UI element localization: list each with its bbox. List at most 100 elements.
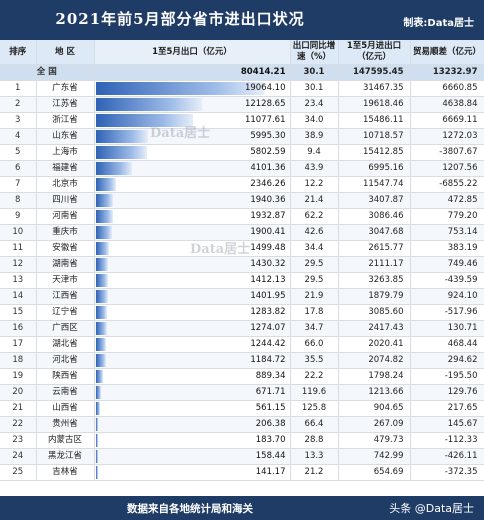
total-cell: 742.99 bbox=[338, 448, 411, 465]
rank-cell: 15 bbox=[0, 304, 37, 321]
growth-cell: 66.4 bbox=[290, 416, 339, 433]
region-cell: 陕西省 bbox=[36, 368, 95, 385]
balance-cell: 294.62 bbox=[410, 352, 484, 369]
region-cell: 吉林省 bbox=[36, 464, 95, 481]
region-cell: 山东省 bbox=[36, 128, 95, 145]
table-row: 5 上海市 5802.59 9.4 15412.85 -3807.67 bbox=[0, 144, 484, 161]
table-row: 11 安徽省 1499.48 34.4 2615.77 383.19 bbox=[0, 240, 484, 257]
col-header-total: 1至5月进出口（亿元） bbox=[338, 40, 411, 65]
total-cell: 19618.46 bbox=[338, 96, 411, 113]
export-bar bbox=[95, 370, 104, 383]
region-cell: 重庆市 bbox=[36, 224, 95, 241]
growth-cell: 42.6 bbox=[290, 224, 339, 241]
table-row: 9 河南省 1932.87 62.2 3086.46 779.20 bbox=[0, 208, 484, 225]
export-value: 1244.42 bbox=[250, 339, 286, 349]
region-cell: 河北省 bbox=[36, 352, 95, 369]
export-value: 1499.48 bbox=[250, 243, 286, 253]
balance-cell: 6660.85 bbox=[410, 80, 484, 97]
rank-cell: 24 bbox=[0, 448, 37, 465]
growth-cell: 13.3 bbox=[290, 448, 339, 465]
growth-cell: 38.9 bbox=[290, 128, 339, 145]
export-bar bbox=[95, 338, 107, 351]
export-value: 4101.36 bbox=[250, 163, 286, 173]
col-header-rank: 排序 bbox=[0, 40, 37, 65]
growth-cell: 28.8 bbox=[290, 432, 339, 449]
export-cell: 183.70 bbox=[94, 432, 291, 449]
export-bar bbox=[95, 114, 194, 127]
growth-cell: 35.5 bbox=[290, 352, 339, 369]
growth-cell: 30.1 bbox=[290, 80, 339, 97]
table-row: 24 黑龙江省 158.44 13.3 742.99 -426.11 bbox=[0, 448, 484, 465]
region-cell: 北京市 bbox=[36, 176, 95, 193]
table-row: 16 广西区 1274.07 34.7 2417.43 130.71 bbox=[0, 320, 484, 337]
region-cell: 天津市 bbox=[36, 272, 95, 289]
export-bar bbox=[95, 194, 113, 207]
export-value: 141.17 bbox=[255, 467, 286, 477]
export-bar bbox=[95, 418, 98, 431]
table-header-row: 排序 地 区 1至5月出口（亿元） 出口同比增速（%） 1至5月进出口（亿元） … bbox=[0, 40, 484, 65]
rank-cell: 1 bbox=[0, 80, 37, 97]
table-row: 4 山东省 5995.30 38.9 10718.57 1272.03 bbox=[0, 128, 484, 145]
balance-cell: 1272.03 bbox=[410, 128, 484, 145]
export-value: 1430.32 bbox=[250, 259, 286, 269]
total-cell: 11547.74 bbox=[338, 176, 411, 193]
export-value: 1932.87 bbox=[250, 211, 286, 221]
growth-cell: 29.5 bbox=[290, 256, 339, 273]
growth-cell: 9.4 bbox=[290, 144, 339, 161]
rank-cell: 5 bbox=[0, 144, 37, 161]
table-row: 14 江西省 1401.95 21.9 1879.79 924.10 bbox=[0, 288, 484, 305]
rank-cell: 6 bbox=[0, 160, 37, 177]
total-cell: 2417.43 bbox=[338, 320, 411, 337]
balance-cell: -195.50 bbox=[410, 368, 484, 385]
total-cell: 267.09 bbox=[338, 416, 411, 433]
export-cell: 561.15 bbox=[94, 400, 291, 417]
export-cell: 1940.36 bbox=[94, 192, 291, 209]
export-value: 1184.72 bbox=[250, 355, 286, 365]
rank-cell: 14 bbox=[0, 288, 37, 305]
table-row: 22 贵州省 206.38 66.4 267.09 145.67 bbox=[0, 416, 484, 433]
rank-cell: 11 bbox=[0, 240, 37, 257]
export-bar bbox=[95, 98, 203, 111]
table-row: 19 陕西省 889.34 22.2 1798.24 -195.50 bbox=[0, 368, 484, 385]
balance-cell: 130.71 bbox=[410, 320, 484, 337]
col-header-export: 1至5月出口（亿元） bbox=[94, 40, 291, 65]
table-row: 10 重庆市 1900.41 42.6 3047.68 753.14 bbox=[0, 224, 484, 241]
growth-cell: 12.2 bbox=[290, 176, 339, 193]
export-value: 183.70 bbox=[255, 435, 286, 445]
footer-bar: 数据来自各地统计局和海关 头条 @Data居士 bbox=[0, 496, 484, 520]
region-cell: 江苏省 bbox=[36, 96, 95, 113]
growth-cell: 21.9 bbox=[290, 288, 339, 305]
region-cell: 河南省 bbox=[36, 208, 95, 225]
balance-cell: 753.14 bbox=[410, 224, 484, 241]
rank-cell: 12 bbox=[0, 256, 37, 273]
trade-table: 排序 地 区 1至5月出口（亿元） 出口同比增速（%） 1至5月进出口（亿元） … bbox=[0, 40, 484, 481]
export-cell: 889.34 bbox=[94, 368, 291, 385]
table-row: 12 湖南省 1430.32 29.5 2111.17 749.46 bbox=[0, 256, 484, 273]
export-bar bbox=[95, 82, 264, 95]
table-row: 6 福建省 4101.36 43.9 6995.16 1207.56 bbox=[0, 160, 484, 177]
export-bar bbox=[95, 402, 101, 415]
total-balance: 13232.97 bbox=[410, 64, 484, 81]
balance-cell: 1207.56 bbox=[410, 160, 484, 177]
table-row: 8 四川省 1940.36 21.4 3407.87 472.85 bbox=[0, 192, 484, 209]
total-export: 80414.21 bbox=[94, 64, 291, 81]
rank-cell: 7 bbox=[0, 176, 37, 193]
export-value: 671.71 bbox=[255, 387, 286, 397]
table-row: 3 浙江省 11077.61 34.0 15486.11 6669.11 bbox=[0, 112, 484, 129]
total-trade: 147595.45 bbox=[338, 64, 411, 81]
rank-cell: 9 bbox=[0, 208, 37, 225]
export-value: 11077.61 bbox=[244, 115, 286, 125]
export-cell: 1283.82 bbox=[94, 304, 291, 321]
table-row: 2 江苏省 12128.65 23.4 19618.46 4638.84 bbox=[0, 96, 484, 113]
total-cell: 3085.60 bbox=[338, 304, 411, 321]
maker-credit: 制表:Data居士 bbox=[403, 18, 474, 29]
export-bar bbox=[95, 226, 113, 239]
total-cell: 2111.17 bbox=[338, 256, 411, 273]
source-note: 数据来自各地统计局和海关 bbox=[127, 503, 253, 515]
growth-cell: 34.7 bbox=[290, 320, 339, 337]
export-cell: 1184.72 bbox=[94, 352, 291, 369]
balance-cell: 383.19 bbox=[410, 240, 484, 257]
rank-cell: 21 bbox=[0, 400, 37, 417]
table-row: 17 湖北省 1244.42 66.0 2020.41 468.44 bbox=[0, 336, 484, 353]
rank-cell: 25 bbox=[0, 464, 37, 481]
